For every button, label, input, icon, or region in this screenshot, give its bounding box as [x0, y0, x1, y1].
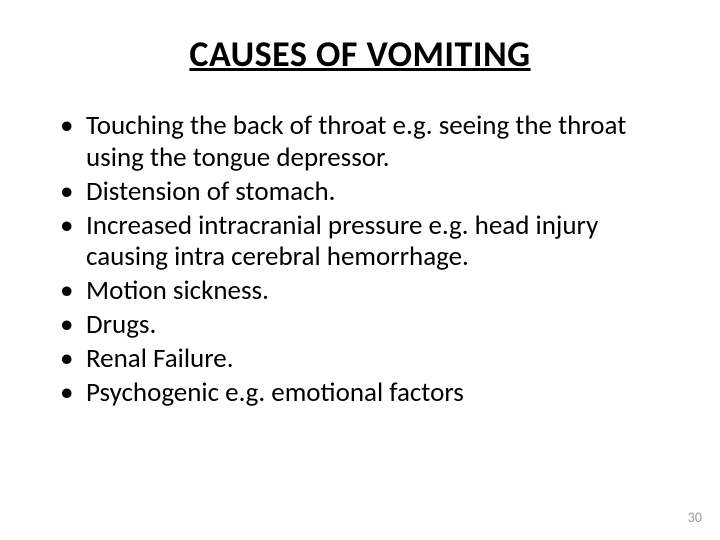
list-item: Motion sickness. — [60, 275, 680, 307]
bullet-list: Touching the back of throat e.g. seeing … — [40, 110, 680, 409]
bullet-text: Renal Failure. — [86, 342, 234, 375]
list-item: Touching the back of throat e.g. seeing … — [60, 110, 680, 174]
list-item: Drugs. — [60, 309, 680, 341]
bullet-text: Psychogenic e.g. emotional factors — [86, 376, 464, 409]
bullet-text: Motion sickness. — [86, 274, 269, 307]
list-item: Increased intracranial pressure e.g. hea… — [60, 210, 680, 274]
bullet-text: Distension of stomach. — [86, 175, 336, 208]
slide-container: CAUSES OF VOMITING Touching the back of … — [0, 0, 720, 540]
bullet-text: Touching the back of throat e.g. seeing … — [86, 109, 626, 174]
slide-title: CAUSES OF VOMITING — [40, 32, 680, 76]
list-item: Distension of stomach. — [60, 176, 680, 208]
list-item: Renal Failure. — [60, 343, 680, 375]
bullet-text: Drugs. — [86, 308, 156, 341]
page-number: 30 — [688, 509, 702, 526]
bullet-text: Increased intracranial pressure e.g. hea… — [86, 209, 598, 274]
list-item: Psychogenic e.g. emotional factors — [60, 377, 680, 409]
